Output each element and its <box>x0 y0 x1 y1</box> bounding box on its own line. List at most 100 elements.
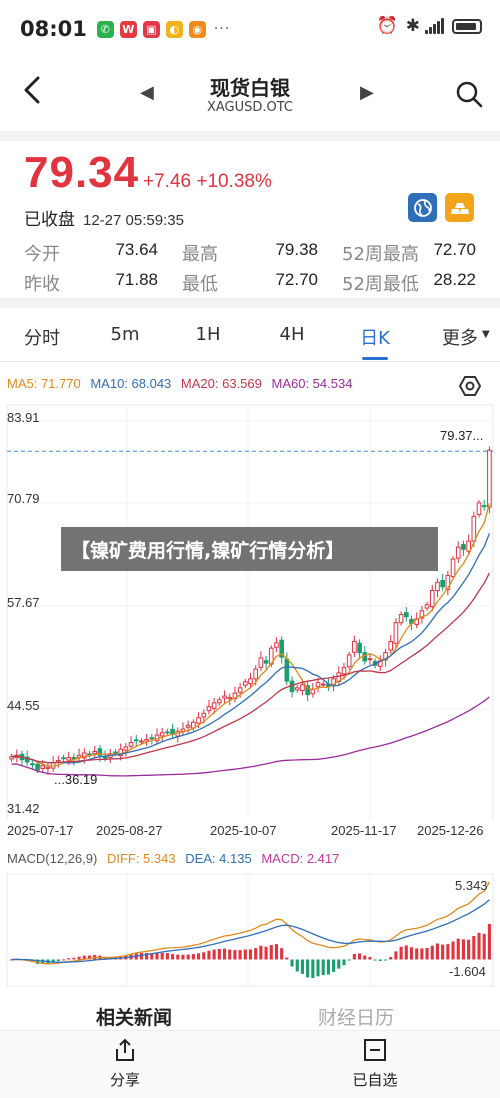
candle-body <box>113 751 118 754</box>
caret-down-icon: ▼ <box>482 329 490 340</box>
period-tabs: 分时 5m 1H 4H 日K 更多 ▼ <box>0 310 500 362</box>
share-label: 分享 <box>109 1071 140 1089</box>
candle-body <box>367 658 373 661</box>
weibo-icon: W <box>119 20 137 38</box>
search-button[interactable] <box>455 80 483 108</box>
macd-histogram-bar <box>264 946 268 960</box>
candle-body <box>388 640 394 651</box>
macd-histogram-bar <box>347 959 351 961</box>
macd-histogram-bar <box>337 959 341 969</box>
macd-histogram-bar <box>368 956 372 960</box>
change-value: +7.46 <box>143 171 192 192</box>
candle-body <box>263 660 269 664</box>
y-tick-label: 31.42 <box>7 801 40 816</box>
tab-related-news[interactable]: 相关新闻 <box>96 1007 173 1029</box>
quote-stats: 今开 73.64 最高 79.38 52周最高 72.70 昨收 71.88 最… <box>24 240 484 300</box>
globe-button[interactable] <box>408 193 437 222</box>
candle-body <box>393 622 399 644</box>
macd-histogram-bar <box>306 959 310 978</box>
share-button[interactable]: 分享 <box>85 1037 165 1090</box>
candle-body <box>128 742 134 747</box>
macd-histogram-bar <box>332 959 336 972</box>
macd-histogram-bar <box>430 945 434 960</box>
ma-legend: MA5: 71.770 MA10: 68.043 MA20: 63.569 MA… <box>7 376 358 391</box>
candle-body <box>123 746 129 751</box>
macd-histogram-bar <box>228 949 232 960</box>
back-button[interactable] <box>22 74 58 114</box>
macd-histogram-bar <box>446 944 450 960</box>
macd-histogram-bar <box>435 943 440 960</box>
divider <box>0 131 500 141</box>
macd-histogram-bar <box>10 959 14 961</box>
macd-histogram-bar <box>363 955 367 960</box>
candle-body <box>294 687 300 691</box>
status-bar: 08:01 ✆ W ▣ ◐ ◉ ··· ⏰ ✱ <box>0 0 500 58</box>
candle-body <box>237 687 243 693</box>
tab-more[interactable]: 更多 <box>442 328 478 349</box>
macd-histogram-bar <box>451 941 455 960</box>
candle-body <box>346 654 352 668</box>
high-value: 79.38 <box>275 240 318 259</box>
macd-frame <box>6 873 494 987</box>
bluetooth-icon: ✱ <box>405 16 420 36</box>
page-subtitle: XAGUSD.OTC <box>206 100 294 115</box>
candle-body <box>445 575 451 590</box>
tab-1h[interactable]: 1H <box>195 324 221 345</box>
macd-value: MACD: 2.417 <box>261 851 340 866</box>
status-time: 08:01 <box>20 17 87 41</box>
chevron-left-icon <box>24 76 40 104</box>
candle-body <box>487 449 492 508</box>
macd-chart[interactable] <box>0 870 500 990</box>
open-label: 今开 <box>24 244 60 265</box>
last-price: 79.34 <box>24 148 140 197</box>
candlestick-chart[interactable] <box>0 400 500 820</box>
macd-histogram-bar <box>207 950 211 960</box>
watchlist-button[interactable]: 已自选 <box>335 1037 415 1090</box>
candle-body <box>211 702 217 709</box>
ma20-line <box>11 572 490 764</box>
macd-histogram-bar <box>77 956 81 960</box>
y-tick-label: 57.67 <box>7 595 40 610</box>
next-instrument-button[interactable]: ▶ <box>360 82 374 103</box>
macd-histogram-bar <box>477 932 481 960</box>
tab-5m[interactable]: 5m <box>110 324 140 345</box>
macd-histogram-bar <box>326 959 330 975</box>
tab-financial-calendar[interactable]: 财经日历 <box>318 1007 395 1029</box>
macd-histogram-bar <box>233 950 237 960</box>
gold-button[interactable] <box>445 193 474 222</box>
x-tick-label: 2025-07-17 <box>7 823 74 838</box>
chart-settings-button[interactable] <box>458 374 482 398</box>
macd-histogram-bar <box>409 947 414 960</box>
candle-body <box>196 717 201 724</box>
tab-daily[interactable]: 日K <box>360 328 390 349</box>
macd-diff: DIFF: 5.343 <box>106 851 176 866</box>
macd-histogram-bar <box>487 923 491 960</box>
remove-watchlist-icon <box>364 1039 386 1061</box>
message-icon: ▣ <box>142 20 160 38</box>
candle-body <box>424 604 430 609</box>
alarm-icon: ⏰ <box>376 16 398 36</box>
candle-body <box>315 682 321 688</box>
candle-body <box>66 756 72 761</box>
tab-minute[interactable]: 分时 <box>24 328 60 349</box>
candle-body <box>258 657 264 668</box>
tab-4h[interactable]: 4H <box>279 324 305 345</box>
macd-histogram-bar <box>269 945 273 960</box>
diff-line <box>11 881 490 965</box>
bottom-action-bar: 分享 已自选 <box>0 1030 500 1098</box>
prev-close-value: 71.88 <box>115 270 158 289</box>
ma20-value: MA20: 63.569 <box>180 376 262 391</box>
macd-histogram-bar <box>61 959 66 961</box>
candle-body <box>461 543 466 550</box>
candle-body <box>481 505 487 508</box>
w52-low-value: 28.22 <box>433 270 476 289</box>
macd-histogram-bar <box>165 953 169 960</box>
signal-icon <box>424 18 444 34</box>
candle-body <box>206 706 212 712</box>
chart-frame <box>6 404 494 820</box>
w52-high-label: 52周最高 <box>342 244 419 265</box>
macd-histogram-bar <box>425 947 429 960</box>
prev-instrument-button[interactable]: ◀ <box>140 82 154 103</box>
candle-body <box>56 759 61 763</box>
macd-histogram-bar <box>155 953 159 960</box>
